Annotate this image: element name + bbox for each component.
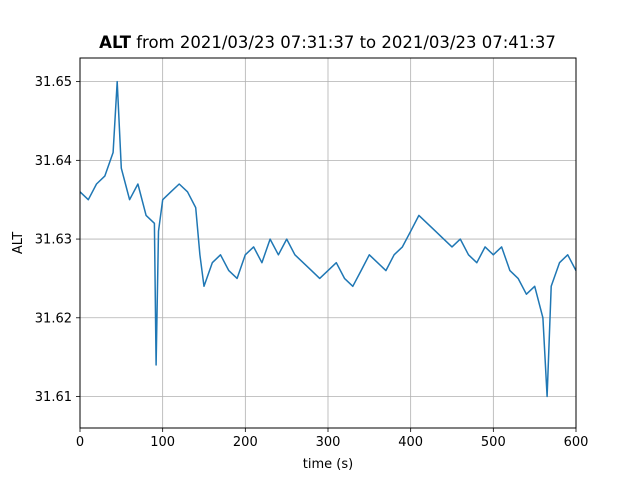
x-axis: 0 100 200 300 400 500 600 xyxy=(76,428,589,450)
y-tick-label: 31.62 xyxy=(35,311,72,326)
x-tick-label: 600 xyxy=(564,435,589,450)
y-tick-label: 31.63 xyxy=(35,233,72,248)
y-tick-label: 31.65 xyxy=(35,75,72,90)
x-tick-label: 200 xyxy=(233,435,258,450)
x-tick-label: 300 xyxy=(316,435,341,450)
x-tick-label: 0 xyxy=(76,435,84,450)
y-tick-label: 31.64 xyxy=(35,154,72,169)
y-tick-label: 31.61 xyxy=(35,390,72,405)
chart-title-variable: ALT xyxy=(99,33,131,52)
y-axis-label: ALT xyxy=(11,232,26,254)
series-alt xyxy=(79,80,577,398)
x-tick-label: 100 xyxy=(150,435,175,450)
chart-title: ALT from 2021/03/23 07:31:37 to 2021/03/… xyxy=(0,33,640,52)
x-axis-label: time (s) xyxy=(303,457,353,472)
x-tick-label: 400 xyxy=(398,435,423,450)
x-tick-label: 500 xyxy=(481,435,506,450)
grid-lines xyxy=(79,58,577,428)
series-line-alt xyxy=(79,80,577,398)
chart-title-range: from 2021/03/23 07:31:37 to 2021/03/23 0… xyxy=(130,33,556,52)
y-axis: 31.61 31.62 31.63 31.64 31.65 xyxy=(35,75,80,405)
